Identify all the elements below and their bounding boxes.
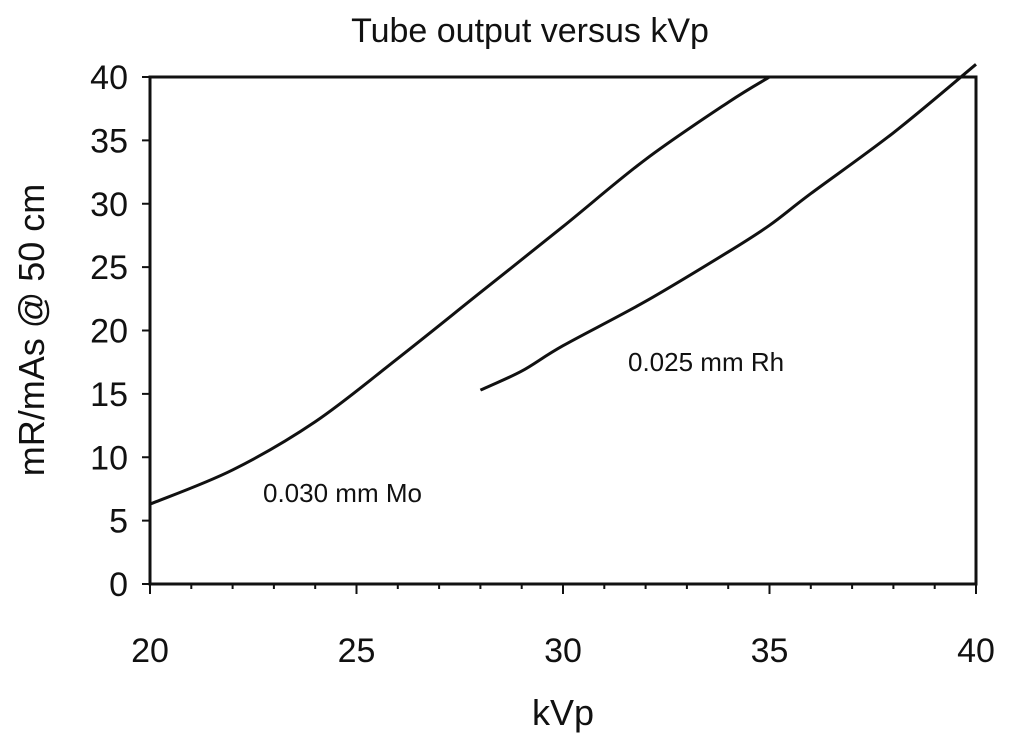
x-tick-label: 25: [338, 632, 376, 670]
series-label-mo: 0.030 mm Mo: [263, 478, 422, 508]
y-tick-label: 0: [109, 566, 128, 604]
y-tick-label: 20: [90, 313, 128, 351]
x-tick-label: 40: [957, 632, 995, 670]
series-layer: [149, 63, 977, 506]
y-tick-label: 40: [90, 59, 128, 97]
x-tick-label: 20: [131, 632, 169, 670]
chart-title: Tube output versus kVp: [351, 12, 709, 50]
x-tick-label: 35: [751, 632, 789, 670]
series-line-mo: [149, 75, 771, 506]
axis-ticks: 0 5 10 15 20 25 30 35 40 20 25 30 35 40: [90, 59, 995, 670]
x-axis-label: kVp: [532, 692, 594, 733]
plot-area: [148, 75, 978, 586]
y-tick-label: 30: [90, 186, 128, 224]
series-line-rh: [479, 63, 977, 392]
y-tick-label: 35: [90, 122, 128, 160]
y-tick-label: 5: [109, 503, 128, 541]
series-label-rh: 0.025 mm Rh: [628, 347, 784, 377]
y-tick-label: 15: [90, 376, 128, 414]
y-axis-label: mR/mAs @ 50 cm: [11, 184, 52, 477]
y-tick-label: 10: [90, 439, 128, 477]
y-tick-label: 25: [90, 249, 128, 287]
x-tick-label: 30: [544, 632, 582, 670]
